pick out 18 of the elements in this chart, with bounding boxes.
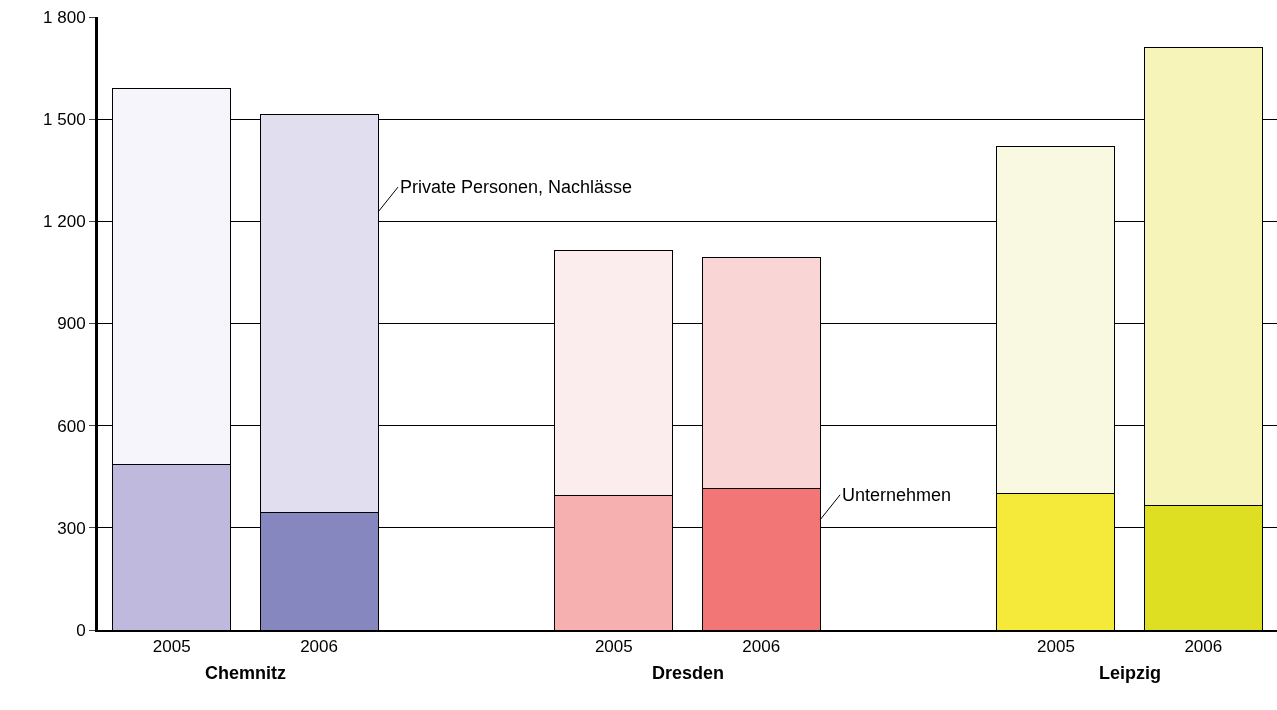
- y-tick-label: 0: [76, 620, 86, 640]
- x-tick-label: 2005: [594, 637, 633, 657]
- text: Dresden: [652, 663, 725, 683]
- text: Leipzig: [1099, 663, 1161, 683]
- x-tick-label: 2006: [1184, 637, 1223, 657]
- y-tick-label: 1 800: [43, 7, 86, 27]
- legend-label: Private Personen, Nachlässe: [400, 177, 633, 197]
- x-tick-label: 2006: [300, 637, 338, 657]
- text: Chemnitz: [205, 663, 286, 683]
- y-tick-label: 1 500: [43, 110, 86, 130]
- legend-label: Unternehmen: [842, 485, 952, 505]
- x-tick-label: 2005: [1037, 637, 1075, 657]
- x-tick-label: 2005: [152, 637, 191, 657]
- y-tick-label: 900: [57, 314, 86, 334]
- y-tick-label: 600: [57, 416, 86, 436]
- y-tick-label: 1 200: [43, 212, 86, 232]
- x-tick-label: 2006: [742, 637, 781, 657]
- y-tick-label: 300: [57, 518, 86, 538]
